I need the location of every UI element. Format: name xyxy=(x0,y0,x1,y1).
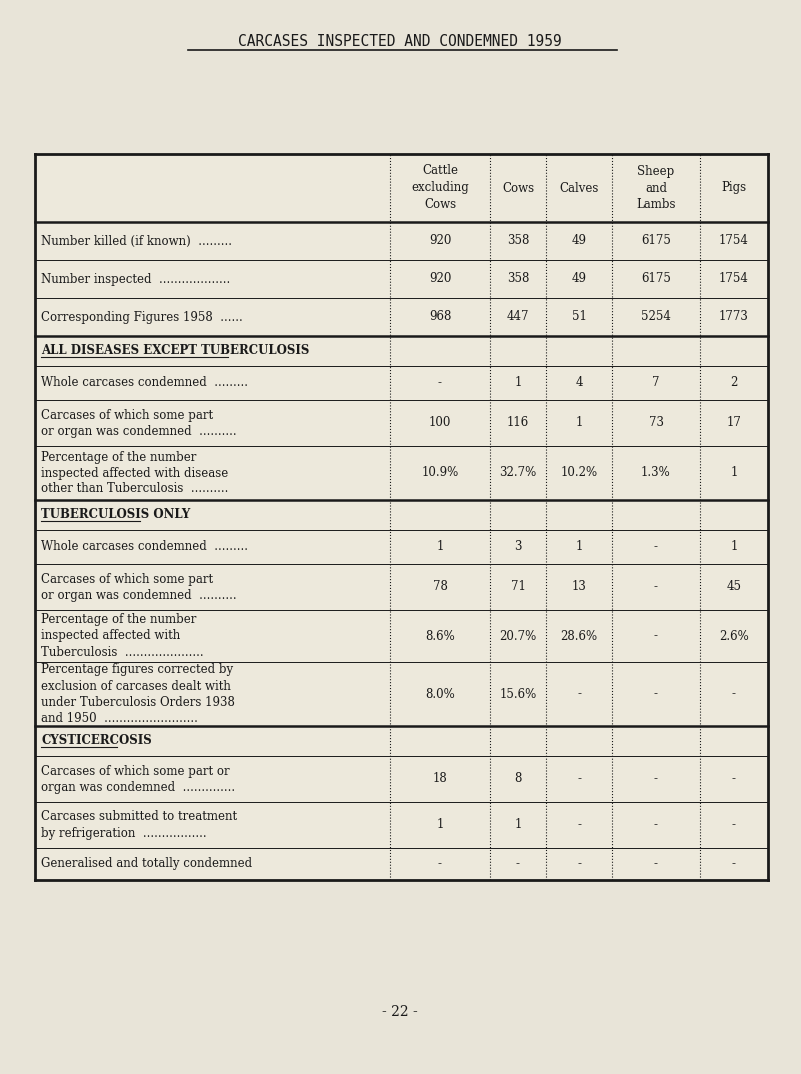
Text: Generalised and totally condemned: Generalised and totally condemned xyxy=(41,857,252,871)
Text: 920: 920 xyxy=(429,234,451,247)
Text: Carcases of which some part
or organ was condemned  ..........: Carcases of which some part or organ was… xyxy=(41,408,236,437)
Text: 1: 1 xyxy=(514,818,521,831)
Text: -: - xyxy=(654,857,658,871)
Text: -: - xyxy=(654,540,658,553)
Text: Carcases of which some part or
organ was condemned  ..............: Carcases of which some part or organ was… xyxy=(41,765,235,794)
Text: Cows: Cows xyxy=(502,182,534,194)
Text: -: - xyxy=(654,629,658,642)
Text: 1754: 1754 xyxy=(719,273,749,286)
Text: CYSTICERCOSIS: CYSTICERCOSIS xyxy=(41,735,151,748)
Text: 1.3%: 1.3% xyxy=(641,466,671,479)
Text: 51: 51 xyxy=(572,310,586,323)
Text: -: - xyxy=(438,377,442,390)
Text: 45: 45 xyxy=(727,581,742,594)
Text: 920: 920 xyxy=(429,273,451,286)
Text: 2.6%: 2.6% xyxy=(719,629,749,642)
Text: 28.6%: 28.6% xyxy=(561,629,598,642)
Text: -: - xyxy=(577,857,581,871)
Text: 17: 17 xyxy=(727,417,742,430)
Text: 8.0%: 8.0% xyxy=(425,687,455,700)
Text: -: - xyxy=(654,687,658,700)
Text: 1754: 1754 xyxy=(719,234,749,247)
Text: 20.7%: 20.7% xyxy=(499,629,537,642)
Text: 358: 358 xyxy=(507,273,529,286)
Text: -: - xyxy=(732,687,736,700)
Text: 1: 1 xyxy=(514,377,521,390)
Text: 1: 1 xyxy=(731,466,738,479)
Text: 1: 1 xyxy=(437,818,444,831)
Text: 73: 73 xyxy=(649,417,663,430)
Text: 116: 116 xyxy=(507,417,529,430)
Text: Pigs: Pigs xyxy=(722,182,747,194)
Text: 1: 1 xyxy=(575,540,582,553)
Bar xyxy=(35,154,768,880)
Text: 10.2%: 10.2% xyxy=(561,466,598,479)
Text: Carcases of which some part
or organ was condemned  ..........: Carcases of which some part or organ was… xyxy=(41,572,236,601)
Text: 2: 2 xyxy=(731,377,738,390)
Text: Percentage of the number
inspected affected with
Tuberculosis  .................: Percentage of the number inspected affec… xyxy=(41,613,203,658)
Text: 71: 71 xyxy=(510,581,525,594)
Text: 5254: 5254 xyxy=(641,310,671,323)
Text: Whole carcases condemned  .........: Whole carcases condemned ......... xyxy=(41,377,248,390)
Text: -: - xyxy=(577,772,581,785)
Text: 18: 18 xyxy=(433,772,448,785)
Text: 447: 447 xyxy=(507,310,529,323)
Text: 6175: 6175 xyxy=(641,234,671,247)
Text: 358: 358 xyxy=(507,234,529,247)
Text: -: - xyxy=(577,818,581,831)
Text: 6175: 6175 xyxy=(641,273,671,286)
Text: Calves: Calves xyxy=(559,182,598,194)
Text: 32.7%: 32.7% xyxy=(499,466,537,479)
Text: Carcases submitted to treatment
by refrigeration  .................: Carcases submitted to treatment by refri… xyxy=(41,811,237,840)
Text: 3: 3 xyxy=(514,540,521,553)
Text: 968: 968 xyxy=(429,310,451,323)
Text: 15.6%: 15.6% xyxy=(499,687,537,700)
Text: 13: 13 xyxy=(572,581,586,594)
Text: 7: 7 xyxy=(652,377,660,390)
Text: Percentage figures corrected by
exclusion of carcases dealt with
under Tuberculo: Percentage figures corrected by exclusio… xyxy=(41,664,235,725)
Text: ALL DISEASES EXCEPT TUBERCULOSIS: ALL DISEASES EXCEPT TUBERCULOSIS xyxy=(41,345,309,358)
Text: -: - xyxy=(732,818,736,831)
Text: Percentage of the number
inspected affected with disease
other than Tuberculosis: Percentage of the number inspected affec… xyxy=(41,450,228,495)
Text: TUBERCULOSIS ONLY: TUBERCULOSIS ONLY xyxy=(41,508,191,522)
Text: 1773: 1773 xyxy=(719,310,749,323)
Text: 49: 49 xyxy=(571,273,586,286)
Text: -: - xyxy=(577,687,581,700)
Text: Number inspected  ...................: Number inspected ................... xyxy=(41,273,230,286)
Text: CARCASES INSPECTED AND CONDEMNED 1959: CARCASES INSPECTED AND CONDEMNED 1959 xyxy=(238,34,562,49)
Text: 8.6%: 8.6% xyxy=(425,629,455,642)
Text: Whole carcases condemned  .........: Whole carcases condemned ......... xyxy=(41,540,248,553)
Text: 1: 1 xyxy=(437,540,444,553)
Text: 8: 8 xyxy=(514,772,521,785)
Text: 49: 49 xyxy=(571,234,586,247)
Text: 10.9%: 10.9% xyxy=(421,466,459,479)
Text: 78: 78 xyxy=(433,581,448,594)
Text: -: - xyxy=(654,772,658,785)
Text: -: - xyxy=(516,857,520,871)
Text: Cattle
excluding
Cows: Cattle excluding Cows xyxy=(411,164,469,212)
Text: Sheep
and
Lambs: Sheep and Lambs xyxy=(636,164,676,212)
Text: Number killed (if known)  .........: Number killed (if known) ......... xyxy=(41,234,232,247)
Text: - 22 -: - 22 - xyxy=(382,1005,418,1019)
Text: Corresponding Figures 1958  ......: Corresponding Figures 1958 ...... xyxy=(41,310,243,323)
Text: 100: 100 xyxy=(429,417,451,430)
Text: -: - xyxy=(654,818,658,831)
Text: -: - xyxy=(654,581,658,594)
Text: 4: 4 xyxy=(575,377,583,390)
Text: 1: 1 xyxy=(731,540,738,553)
Text: -: - xyxy=(732,772,736,785)
Text: -: - xyxy=(732,857,736,871)
Text: 1: 1 xyxy=(575,417,582,430)
Text: -: - xyxy=(438,857,442,871)
